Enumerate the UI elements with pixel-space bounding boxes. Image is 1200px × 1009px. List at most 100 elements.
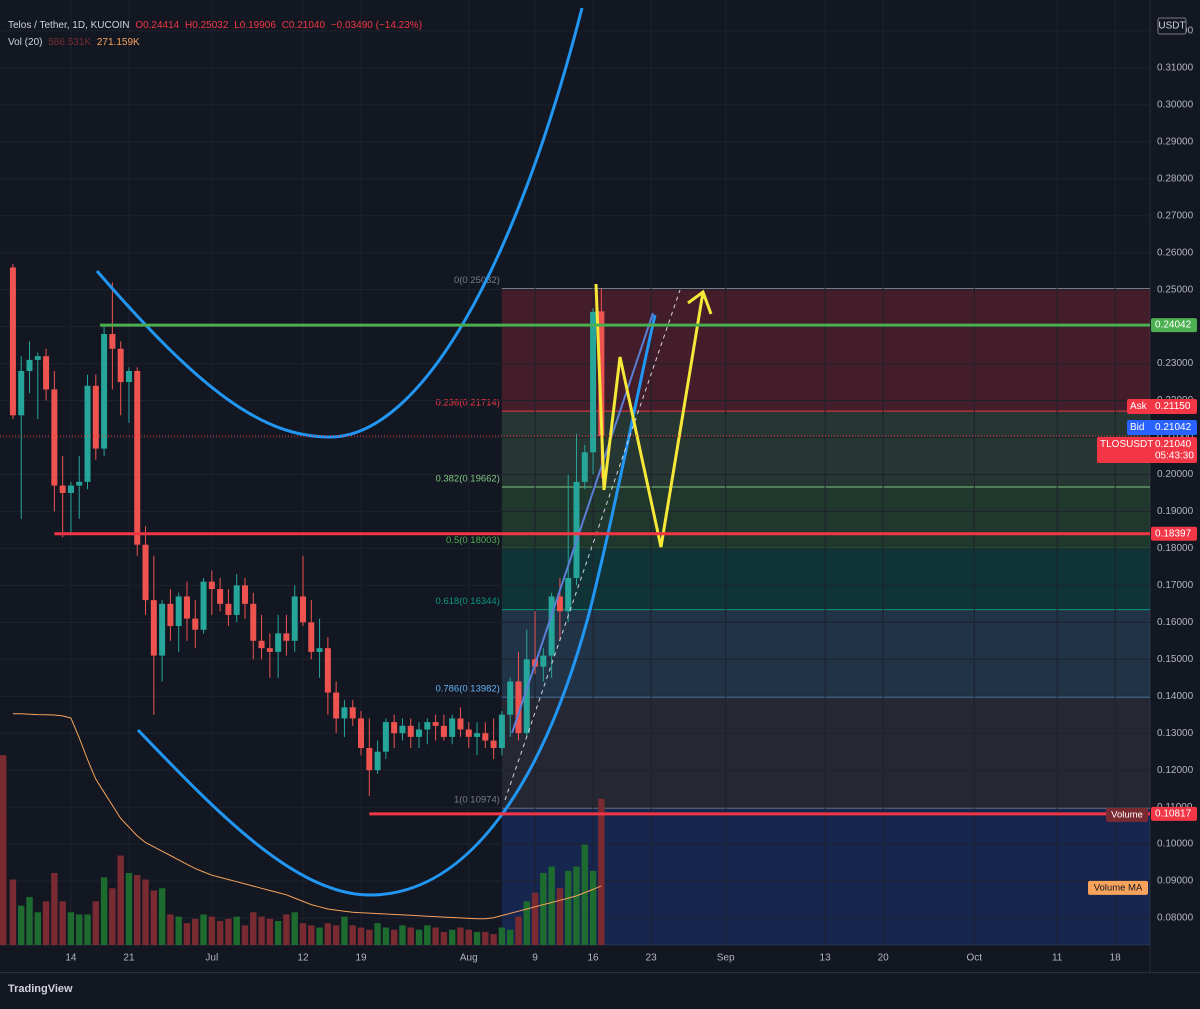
x-tick-label: Jul — [205, 953, 218, 964]
candle-body — [498, 714, 505, 748]
candle-body — [565, 577, 572, 612]
candle-body — [9, 267, 16, 416]
volume-bar — [299, 923, 307, 945]
volume-bar — [225, 918, 232, 945]
candle-body — [200, 581, 207, 630]
candle-body — [465, 729, 472, 737]
candle-body — [590, 311, 597, 453]
x-tick-label: 16 — [588, 953, 600, 964]
x-tick-label: 19 — [355, 953, 367, 964]
volume-bar — [407, 927, 414, 945]
volume-bar — [440, 931, 448, 945]
candle-body — [159, 603, 166, 656]
volume-title: Vol (20) — [8, 37, 43, 48]
volume-bar — [266, 918, 274, 945]
price-tag — [1151, 318, 1197, 333]
candle-body — [208, 581, 215, 590]
volume-bar — [390, 929, 398, 945]
price-tag — [1151, 806, 1197, 821]
price-tag — [1151, 526, 1197, 541]
candle-body — [150, 600, 157, 656]
ohlc-close: C0.21040 — [281, 20, 326, 31]
volume-bar — [548, 866, 555, 945]
volume-bar — [274, 921, 282, 945]
candle-body — [233, 585, 240, 615]
volume-bar — [506, 929, 514, 945]
volume-bar — [424, 925, 431, 945]
fib-label: 0.618(0.16344) — [435, 596, 499, 607]
trend-line — [511, 312, 654, 734]
candle-body — [581, 452, 588, 482]
candle-body — [101, 334, 108, 449]
y-tick-label: 0.15000 — [1157, 654, 1194, 665]
volume-bar — [556, 888, 564, 945]
x-tick-label: 13 — [820, 953, 832, 964]
volume-bar — [473, 931, 481, 945]
volume-bar — [142, 879, 149, 945]
candle-body — [598, 311, 605, 437]
y-tick-label: 0.14000 — [1157, 691, 1194, 702]
x-tick-label: Aug — [460, 953, 478, 964]
price-tag-label: 0.21042 — [1155, 422, 1192, 433]
candle-body — [490, 740, 497, 748]
candle-body — [109, 334, 116, 349]
price-tags: 0.24042 0.18397 0.10817 Ask 0.21150 Bid 0.2104… — [1088, 318, 1197, 895]
fib-zone — [501, 609, 1150, 697]
volume-bar — [125, 873, 133, 945]
candle-body — [548, 596, 555, 656]
fib-zone — [501, 486, 1150, 549]
volume-bar — [573, 866, 580, 945]
volume-ma-value: 271.159K — [96, 37, 140, 48]
volume-bar — [216, 921, 224, 945]
volume-bar — [18, 905, 25, 945]
candle-body — [333, 692, 340, 719]
volume-bar — [515, 916, 522, 945]
brand-logo[interactable]: TradingView — [8, 983, 73, 995]
candle-body — [366, 747, 373, 771]
volume-bar — [134, 875, 141, 945]
fib-label: 0(0.25032) — [454, 275, 500, 286]
ohlc-open: O0.24414 — [135, 20, 180, 31]
price-tag-label: 0.21150 — [1155, 401, 1191, 412]
x-tick-label: 12 — [297, 953, 309, 964]
candle-body — [382, 722, 389, 752]
y-tick-label: 0.29000 — [1157, 136, 1194, 147]
volume-bar — [374, 923, 381, 945]
currency-box[interactable] — [1157, 17, 1187, 35]
candle-body — [142, 544, 149, 601]
candle-body — [407, 725, 414, 737]
candle-body — [183, 596, 190, 619]
volume-bar — [109, 888, 116, 945]
candle-body — [26, 359, 33, 371]
candle-body — [291, 596, 298, 641]
candle-body — [67, 485, 74, 493]
volume-bar — [233, 916, 240, 945]
volume-bar — [175, 916, 182, 945]
x-tick-label: 14 — [65, 953, 77, 964]
ohlc-high: H0.25032 — [185, 20, 229, 31]
x-tick-label: 21 — [123, 953, 135, 964]
footer: TradingView — [0, 972, 1200, 1009]
volume-bar — [581, 844, 588, 945]
candle-body — [217, 589, 224, 604]
volume-bar — [200, 914, 207, 945]
volume-bar — [432, 927, 439, 945]
candles — [9, 263, 605, 797]
volume-bar — [498, 927, 506, 945]
volume-bar — [42, 901, 50, 945]
volume-bar — [192, 918, 199, 945]
y-tick-label: 0.28000 — [1157, 173, 1194, 184]
volume-bar — [308, 925, 315, 945]
candle-body — [523, 659, 530, 734]
candle-body — [432, 722, 439, 726]
volume-bar — [465, 929, 472, 945]
candle-body — [457, 718, 464, 730]
fib-label: 0.382(0.19662) — [435, 473, 499, 484]
volume-bar — [76, 914, 83, 945]
candle-body — [358, 718, 365, 748]
candle-body — [540, 655, 547, 667]
candle-body — [349, 707, 356, 719]
volume-ma-line — [12, 713, 602, 920]
candle-body — [399, 725, 406, 734]
